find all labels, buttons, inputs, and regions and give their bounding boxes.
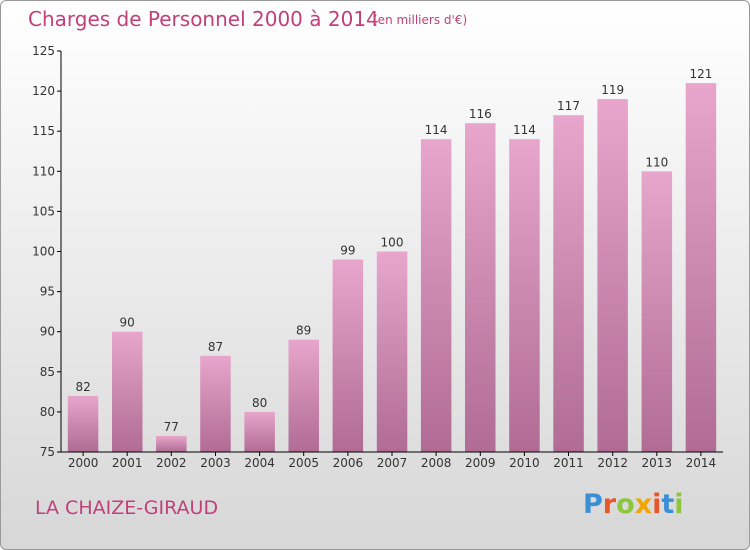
logo-letter: P (583, 489, 603, 520)
logo-letter: o (616, 489, 635, 520)
x-tick-label: 2001 (112, 456, 143, 470)
bars-layer: 82 90 77 87 80 89 99 100 114 116 114 117 119 110 121 (67, 67, 717, 453)
y-tick-label: 90 (40, 325, 55, 339)
x-tick-label: 2014 (686, 456, 717, 470)
bar-2003 (200, 355, 231, 452)
chart-title: Charges de Personnel 2000 à 2014 (28, 7, 379, 31)
x-tick-label: 2009 (465, 456, 496, 470)
x-tick-label: 2012 (597, 456, 628, 470)
proxiti-logo[interactable]: Proxiti (583, 489, 684, 520)
bar-2009 (465, 123, 496, 452)
bar-value-label: 89 (296, 324, 311, 338)
bar-2013 (641, 171, 673, 453)
logo-letter: i (674, 489, 684, 520)
y-tick-label: 80 (40, 405, 55, 419)
bar-2001 (112, 331, 143, 452)
x-tick-label: 2008 (421, 456, 452, 470)
bar-2012 (597, 99, 628, 452)
x-tick-label: 2004 (244, 456, 275, 470)
x-tick-label: 2003 (200, 456, 231, 470)
bar-2008 (420, 139, 452, 452)
y-tick-label: 95 (40, 285, 55, 299)
x-tick-label: 2000 (68, 456, 99, 470)
bar-value-label: 82 (75, 380, 90, 394)
bar-2002 (156, 436, 187, 452)
bar-value-label: 99 (340, 244, 355, 258)
x-tick-label: 2005 (288, 456, 319, 470)
y-tick-label: 85 (40, 365, 55, 379)
y-tick-label: 105 (32, 204, 55, 218)
bar-value-label: 117 (557, 99, 580, 113)
bar-value-label: 114 (425, 123, 448, 137)
bar-value-label: 110 (645, 155, 668, 169)
bar-value-label: 100 (381, 236, 404, 250)
bar-2005 (288, 339, 319, 452)
x-tick-label: 2006 (333, 456, 364, 470)
commune-name: LA CHAIZE-GIRAUD (35, 497, 219, 519)
bar-2000 (67, 395, 99, 452)
x-tick-label: 2002 (156, 456, 187, 470)
chart-subtitle: (en milliers d'€) (373, 13, 468, 27)
x-tick-label: 2013 (642, 456, 673, 470)
bar-value-label: 80 (252, 396, 267, 410)
y-tick-label: 75 (40, 445, 55, 459)
y-tick-label: 115 (32, 124, 55, 138)
bar-2007 (376, 251, 408, 452)
axis-layer: 2000 2001 2002 2003 2004 2005 2006 2007 2008 2009… (32, 44, 723, 470)
bar-2006 (332, 259, 364, 452)
bar-value-label: 90 (120, 316, 135, 330)
bar-2014 (685, 83, 717, 452)
x-tick-label: 2011 (553, 456, 584, 470)
bar-value-label: 119 (601, 83, 624, 97)
bar-value-label: 121 (689, 67, 712, 81)
logo-letter: x (634, 489, 653, 520)
bar-2011 (553, 115, 584, 452)
bar-2004 (244, 411, 275, 452)
logo-letter: i (652, 489, 662, 520)
bar-value-label: 114 (513, 123, 536, 137)
bar-2010 (509, 139, 540, 452)
y-tick-label: 120 (32, 84, 55, 98)
bar-value-label: 116 (469, 107, 492, 121)
y-tick-label: 100 (32, 245, 55, 259)
x-tick-label: 2007 (377, 456, 408, 470)
bar-value-label: 77 (164, 420, 179, 434)
y-tick-label: 110 (32, 164, 55, 178)
y-tick-label: 125 (32, 44, 55, 58)
x-tick-label: 2010 (509, 456, 540, 470)
logo-letter: r (602, 489, 617, 520)
logo-letter: t (661, 489, 675, 520)
bar-value-label: 87 (208, 340, 223, 354)
